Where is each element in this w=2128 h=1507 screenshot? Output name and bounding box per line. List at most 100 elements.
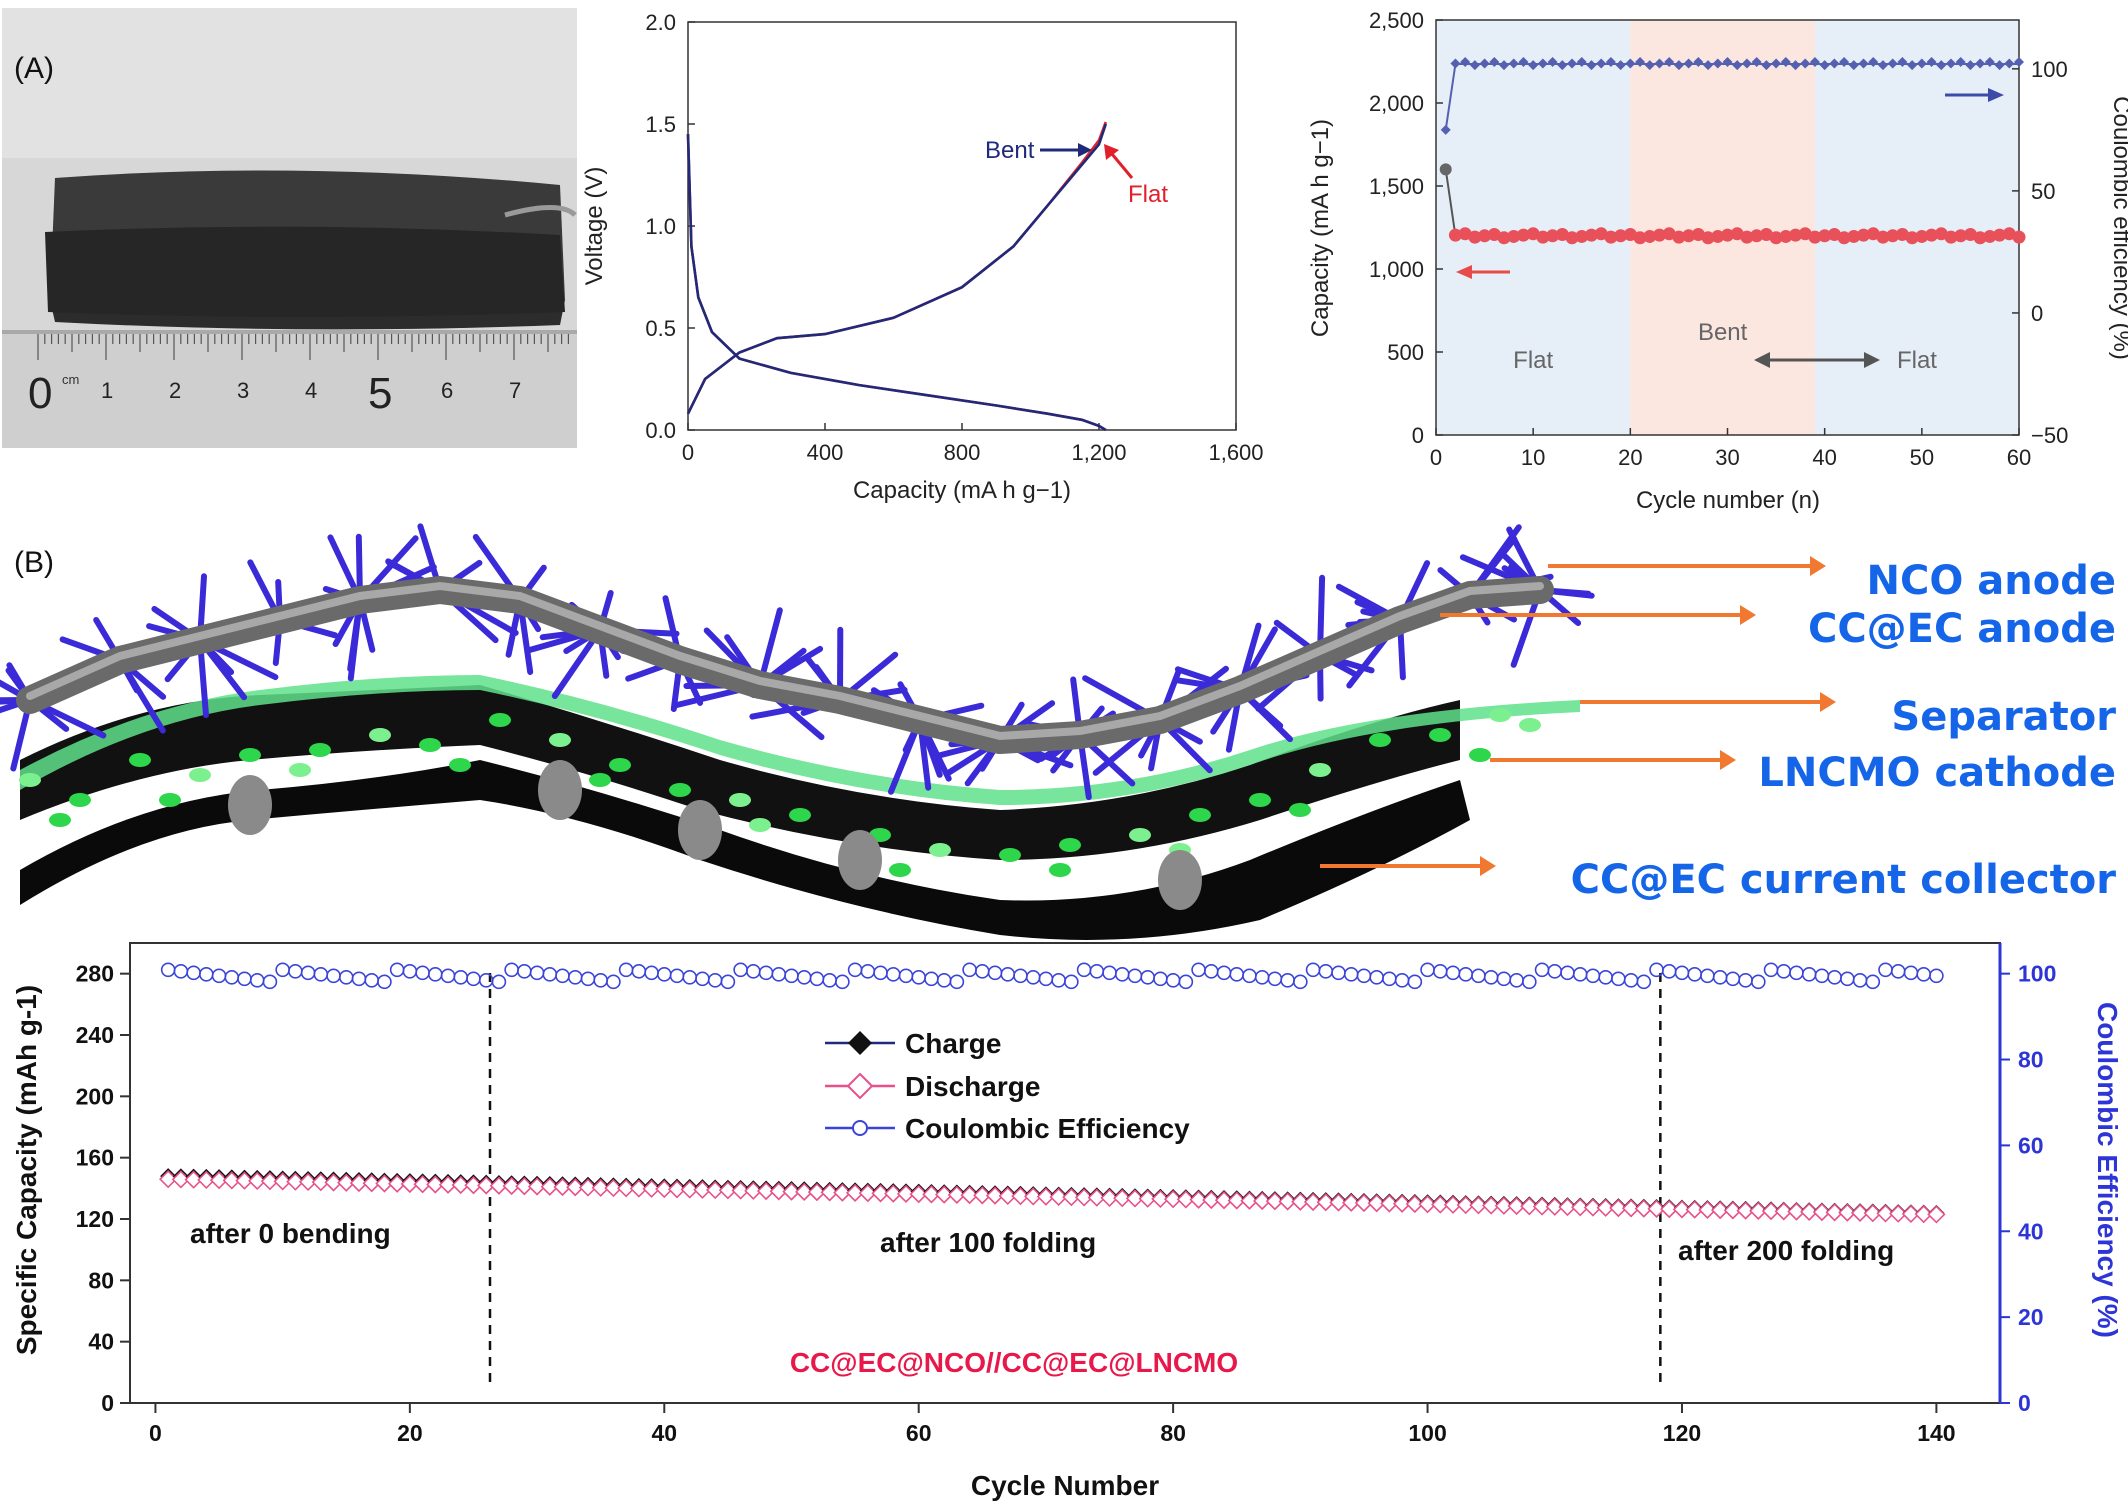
efficiency-point: [949, 974, 965, 990]
discharge-point: [1253, 1191, 1272, 1211]
capacity-point: [1886, 229, 1900, 243]
efficiency-point: [924, 971, 939, 987]
schematic-label: NCO anode: [1867, 558, 2116, 604]
annotation-after-0-bending: after 0 bending: [190, 1218, 391, 1249]
efficiency-point: [1819, 60, 1830, 71]
discharge-point: [1621, 1199, 1641, 1218]
discharge-point: [1889, 1204, 1908, 1223]
discharge-point: [1405, 1194, 1424, 1214]
cathode-particle: [1429, 728, 1451, 742]
efficiency-point: [1537, 58, 1548, 69]
efficiency-point: [1499, 60, 1510, 71]
efficiency-point: [377, 974, 392, 990]
y2-tick-label: 80: [2018, 1047, 2044, 1073]
efficiency-point: [262, 974, 278, 990]
y2-tick-label: 100: [2018, 961, 2056, 987]
cathode-particle: [309, 743, 331, 757]
ruler-label: 3: [237, 378, 249, 403]
annotation-after-200-folding: after 200 folding: [1678, 1235, 1894, 1266]
cathode-particle: [189, 768, 211, 782]
discharge-point: [1240, 1191, 1259, 1210]
discharge-point: [1914, 1205, 1933, 1224]
efficiency-point: [313, 966, 329, 982]
efficiency-point: [1801, 966, 1817, 982]
efficiency-point: [567, 970, 583, 985]
cathode-particle: [1049, 863, 1071, 877]
discharge-point: [1901, 1204, 1921, 1224]
ruler-label: 6: [441, 378, 453, 403]
efficiency-point: [517, 963, 532, 979]
cathode-particle: [729, 793, 751, 807]
efficiency-point: [1254, 970, 1270, 985]
efficiency-point: [911, 970, 927, 985]
x-tick-label: 40: [651, 1420, 677, 1446]
efficiency-point: [1598, 970, 1613, 985]
discharge-point: [1660, 1199, 1679, 1219]
current-collector-fiber: [1158, 850, 1202, 910]
x-axis-label: Cycle Number: [971, 1470, 1159, 1501]
efficiency-point: [1840, 971, 1855, 987]
efficiency-point: [1489, 56, 1500, 67]
x-tick-label: 40: [1812, 445, 1836, 470]
efficiency-point: [1508, 58, 1519, 69]
cathode-particle: [19, 773, 41, 787]
discharge-point: [1024, 1187, 1043, 1206]
efficiency-point: [898, 968, 914, 984]
chart-title: CC@EC@NCO//CC@EC@LNCMO: [790, 1347, 1238, 1378]
efficiency-point: [1051, 973, 1066, 988]
efficiency-point: [1572, 966, 1588, 982]
capacity-point: [1847, 229, 1861, 243]
region-label: Flat: [1897, 347, 1937, 374]
discharge-point: [1800, 1202, 1819, 1221]
capacity-point: [1575, 229, 1589, 243]
efficiency-point: [275, 962, 290, 978]
discharge-point: [1698, 1200, 1717, 1219]
efficiency-point: [885, 966, 901, 982]
efficiency-point: [1916, 966, 1931, 982]
efficiency-point: [1800, 58, 1811, 69]
cathode-particle: [789, 808, 811, 822]
cathode-particle: [1249, 793, 1271, 807]
plot-frame: [129, 942, 2001, 1404]
capacity-point: [1546, 229, 1560, 243]
legend: Charge Discharge Coulombic Efficiency: [825, 1028, 1190, 1144]
capacity-point: [1652, 228, 1666, 242]
discharge-point: [1787, 1202, 1806, 1221]
capacity-point: [1876, 230, 1890, 244]
series-bent-charge: [686, 123, 1108, 415]
y-tick-label: 0: [1412, 423, 1424, 448]
x-tick-label: 1,600: [1208, 440, 1263, 465]
efficiency-point: [1700, 968, 1715, 984]
cathode-particle: [929, 843, 951, 857]
efficiency-point: [987, 965, 1003, 981]
discharge-point: [1367, 1194, 1386, 1213]
panel-a-label: (A): [14, 52, 54, 85]
capacity-point: [1750, 229, 1764, 243]
efficiency-point: [1975, 58, 1986, 69]
efficiency-point: [1140, 970, 1155, 985]
discharge-point: [1278, 1192, 1297, 1211]
efficiency-point: [1809, 56, 1820, 67]
x-tick-label: 0: [1430, 445, 1442, 470]
capacity-point: [1497, 231, 1511, 245]
efficiency-arrowhead: [1988, 88, 2004, 102]
efficiency-point: [1878, 962, 1893, 978]
discharge-point: [1774, 1202, 1793, 1221]
efficiency-point: [1420, 962, 1435, 978]
capacity-point: [1565, 231, 1579, 245]
cathode-particle: [999, 848, 1021, 862]
capacity-point: [1837, 231, 1851, 245]
efficiency-point: [1586, 60, 1597, 71]
discharge-point: [1850, 1203, 1870, 1223]
discharge-point: [1418, 1195, 1437, 1214]
efficiency-point: [1534, 962, 1550, 978]
cathode-particle: [369, 728, 391, 742]
efficiency-point: [1725, 971, 1741, 987]
discharge-point: [1265, 1192, 1285, 1211]
efficiency-point: [1771, 58, 1782, 69]
efficiency-point: [1471, 968, 1486, 984]
efficiency-point: [1741, 58, 1752, 69]
efficiency-point: [1469, 60, 1480, 71]
efficiency-point: [1216, 965, 1232, 981]
